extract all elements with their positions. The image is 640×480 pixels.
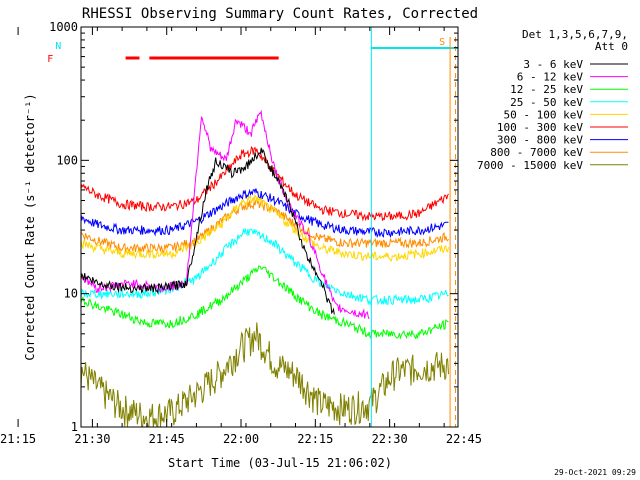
x-tick-label: 21:15 — [0, 432, 36, 446]
legend-label: 3 - 6 keV — [523, 58, 583, 71]
y-tick-label: 1 — [71, 420, 78, 434]
series-line-12-25-kev — [81, 265, 449, 340]
night-flag-label: N — [55, 41, 61, 52]
x-axis-label: Start Time (03-Jul-15 21:06:02) — [168, 456, 392, 470]
series-line-7000-15000-kev — [81, 322, 449, 427]
legend-label: 800 - 7000 keV — [490, 146, 583, 159]
x-axis: 21:15 21:30 21:45 22:00 22:15 22:30 22:45 — [0, 27, 482, 446]
legend-header-line-2: Att 0 — [595, 40, 628, 53]
saa-flag-label: S — [439, 37, 445, 48]
legend-label: 12 - 25 keV — [510, 83, 583, 96]
x-tick-label: 22:00 — [223, 432, 259, 446]
chart-title: RHESSI Observing Summary Count Rates, Co… — [82, 6, 478, 22]
legend-header-line-1: Det 1,3,5,6,7,9, — [522, 28, 628, 41]
plot-frame — [80, 26, 459, 428]
series-line-800-7000-kev — [81, 199, 449, 255]
y-axis-label: Corrected Count Rate (s⁻¹ detector⁻¹) — [23, 93, 37, 360]
footer-date: 29-Oct-2021 09:29 — [554, 468, 636, 477]
legend-label: 100 - 300 keV — [497, 121, 583, 134]
legend-label: 300 - 800 keV — [497, 134, 583, 147]
x-tick-label: 21:30 — [74, 432, 110, 446]
flare-flag-label: F — [47, 54, 53, 65]
series-line-25-50-kev — [81, 228, 449, 306]
series-line-3-6-kev — [81, 147, 335, 315]
y-tick-label: 10 — [64, 287, 78, 301]
y-tick-label: 1000 — [49, 20, 78, 34]
plot-area — [81, 27, 458, 427]
series-line-50-100-kev — [81, 194, 449, 262]
series-line-300-800-kev — [81, 188, 449, 239]
x-tick-label: 22:45 — [446, 432, 482, 446]
legend-label: 6 - 12 keV — [517, 71, 584, 84]
y-axis: 1 10 100 1000 — [49, 20, 458, 434]
series-line-100-300-kev — [81, 146, 449, 222]
series-line-6-12-kev — [81, 109, 370, 320]
legend-label: 50 - 100 keV — [504, 108, 584, 121]
x-tick-label: 21:45 — [149, 432, 185, 446]
x-tick-label: 22:30 — [372, 432, 408, 446]
legend-label: 7000 - 15000 keV — [477, 159, 583, 172]
y-tick-label: 100 — [56, 153, 78, 167]
x-tick-label: 22:15 — [297, 432, 333, 446]
legend-label: 25 - 50 keV — [510, 96, 583, 109]
